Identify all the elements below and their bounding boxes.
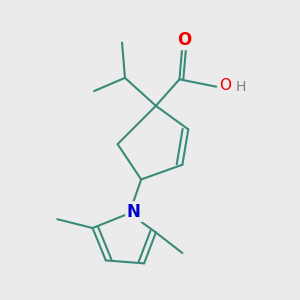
Text: N: N [127,203,141,221]
Text: O: O [177,31,191,49]
Text: O: O [219,78,231,93]
Text: H: H [236,80,246,94]
